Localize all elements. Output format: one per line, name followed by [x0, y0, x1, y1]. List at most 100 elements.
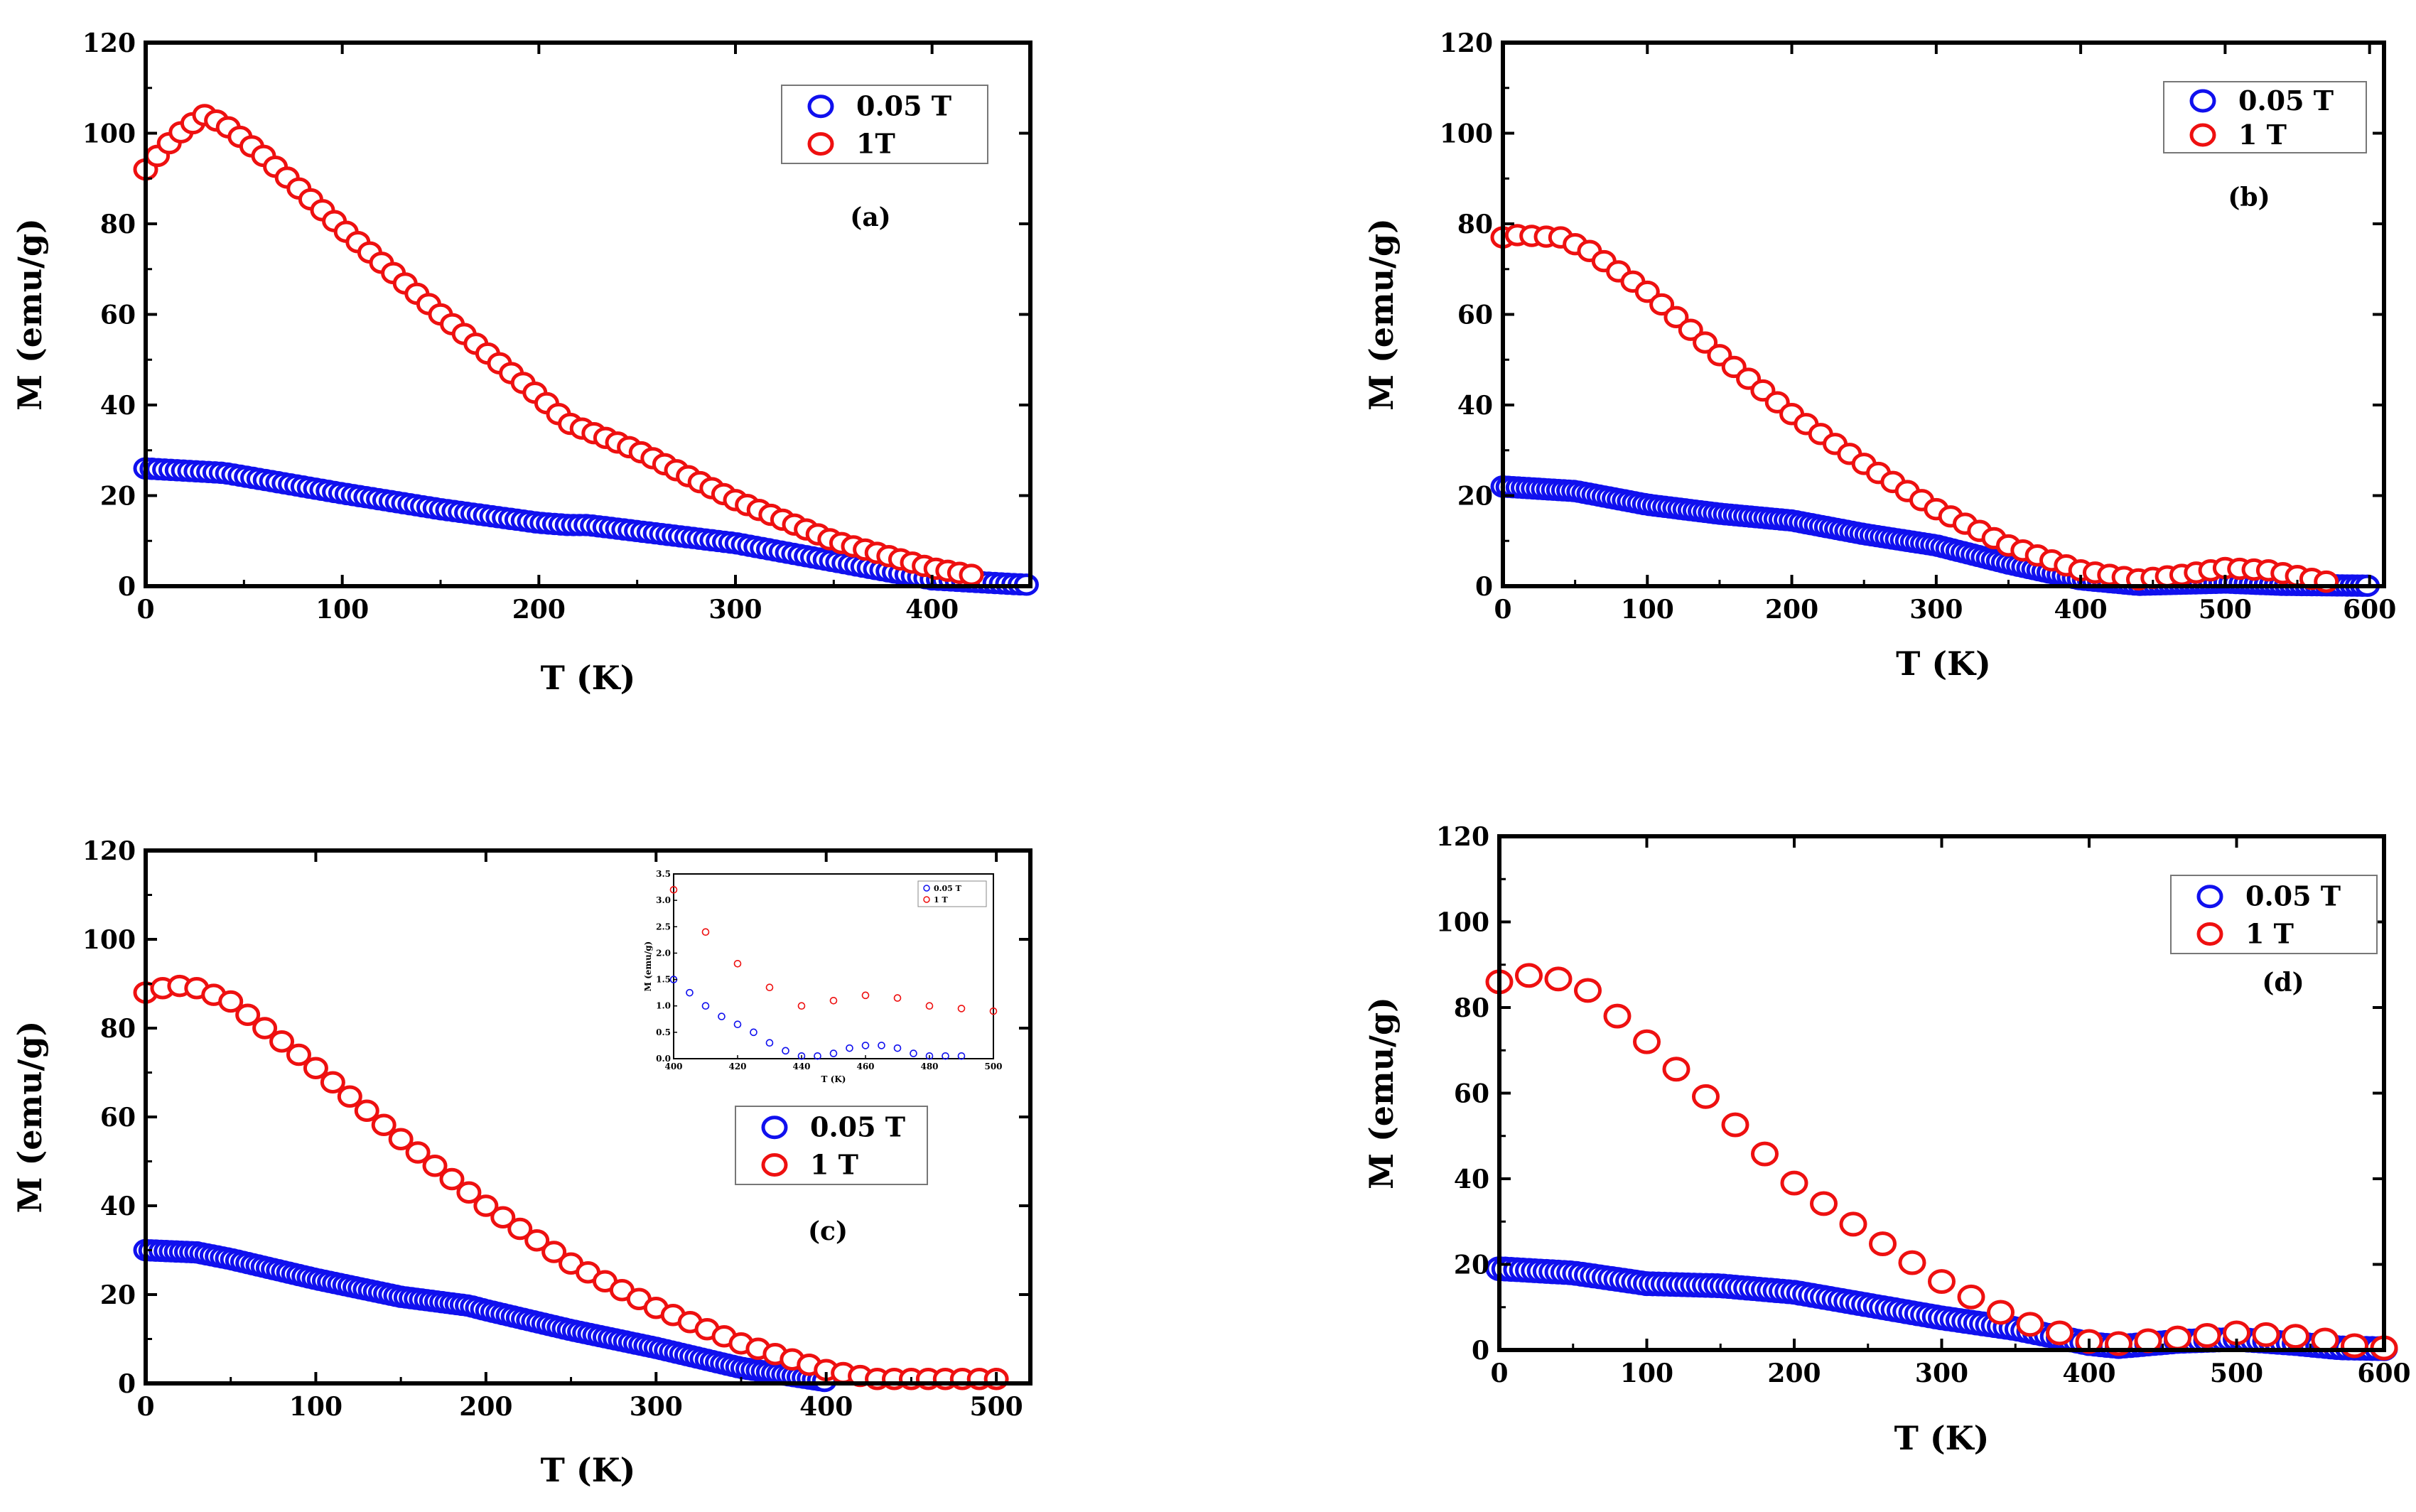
inset-data-point [718, 1012, 726, 1020]
legend-label: 0.05 T [2238, 85, 2334, 117]
data-point [252, 1017, 278, 1040]
y-tick-label: 60 [100, 301, 136, 330]
x-tick-label: 0 [136, 1392, 154, 1422]
inset-x-tick-label: 440 [792, 1062, 810, 1071]
inset-y-tick-label: 1.5 [656, 975, 671, 985]
data-point [2252, 1322, 2280, 1347]
legend-marker [807, 132, 834, 156]
inset-data-point [814, 1052, 821, 1060]
chart-panel-3: 0 100 200 300 400 500 0 20 40 60 80 100 120 T (K) M (e… [11, 836, 1032, 1489]
y-tick-label: 60 [100, 1103, 136, 1133]
x-tick-label: 0 [136, 595, 154, 625]
inset-data-point [942, 1052, 949, 1060]
y-tick-label: 40 [100, 391, 136, 421]
data-point [2164, 1325, 2191, 1351]
legend-marker [2189, 123, 2216, 147]
inset-data-point [893, 1044, 902, 1052]
data-markers [133, 974, 1009, 1393]
inset-y-tick-label: 3.5 [656, 869, 671, 879]
data-point [2046, 1320, 2073, 1346]
data-point [541, 1241, 567, 1263]
data-point [1574, 978, 1602, 1003]
y-tick-label: 20 [1454, 1251, 1489, 1280]
y-tick-label: 120 [1436, 822, 1489, 852]
y-tick-label: 80 [100, 1014, 136, 1044]
x-axis-label: T (K) [1894, 1419, 1990, 1457]
data-point [388, 1128, 414, 1150]
data-point [1663, 306, 1689, 329]
panel-label: (c) [808, 1216, 848, 1246]
data-point [303, 1057, 328, 1079]
chart-panel-4: 0 100 200 300 400 500 600 0 20 40 60 80 100 120 T (K) M… [1362, 822, 2411, 1457]
data-point [1515, 963, 1543, 988]
data-point [473, 1194, 499, 1217]
legend-label: 1 T [2245, 918, 2294, 950]
y-tick-label: 0 [118, 572, 136, 602]
x-tick-label: 400 [799, 1392, 853, 1422]
inset-data-point [797, 1052, 806, 1060]
inset-chart: 400 420 440 460 480 500 0.0 0.5 1.0 1.5 2.0 2.5 3.0 3… [643, 869, 1003, 1084]
chart-panel-1: 0 100 200 300 400 0 20 40 60 80 100 120 T (K) M (emu/… [11, 28, 1039, 697]
x-tick-label: 100 [289, 1392, 343, 1422]
legend-marker [2189, 89, 2216, 113]
y-tick-label: 0 [118, 1369, 136, 1399]
legend-label: 0.05 T [810, 1111, 905, 1143]
inset-data-point [829, 1049, 838, 1057]
data-point [1869, 1231, 1897, 1257]
inset-x-tick-label: 500 [984, 1062, 1002, 1071]
inset-data-point [733, 959, 742, 968]
y-axis-label: M (emu/g) [11, 1021, 49, 1214]
x-tick-label: 100 [316, 595, 369, 625]
data-markers [1485, 963, 2398, 1361]
inset-legend-label: 1 T [934, 895, 948, 904]
inset-legend-marker [923, 896, 930, 903]
data-point [1957, 1284, 1985, 1310]
x-tick-label: 200 [459, 1392, 512, 1422]
inset-data-point [861, 991, 870, 1000]
inset-data-point [750, 1028, 757, 1037]
y-tick-label: 20 [1457, 482, 1493, 512]
x-tick-label: 100 [1620, 1359, 1673, 1388]
y-tick-label: 40 [100, 1192, 136, 1221]
inset-data-point [893, 994, 902, 1002]
x-axis-label: T (K) [541, 659, 636, 697]
data-point [1633, 1029, 1661, 1054]
legend-marker [807, 94, 834, 119]
y-tick-label: 0 [1472, 1336, 1489, 1366]
panel-label: (a) [850, 202, 890, 232]
data-point [269, 1030, 295, 1053]
inset-legend: 0.05 T 1 T [917, 880, 987, 907]
data-markers [133, 104, 1039, 596]
legend-marker [2196, 885, 2223, 909]
inset-y-tick-label: 0.5 [656, 1027, 671, 1037]
data-point [405, 1141, 431, 1164]
inset-data-point [925, 1052, 934, 1060]
inset-y-tick-label: 2.5 [656, 922, 671, 932]
x-tick-label: 300 [1915, 1359, 1968, 1388]
x-tick-label: 0 [1494, 595, 1511, 625]
x-tick-label: 500 [970, 1392, 1023, 1422]
y-axis-label: M (emu/g) [11, 218, 49, 411]
data-point [456, 1181, 482, 1204]
data-point [1898, 1250, 1926, 1275]
y-tick-label: 100 [82, 925, 136, 955]
data-point [524, 1229, 550, 1252]
x-tick-label: 400 [905, 595, 959, 625]
inset-data-point [765, 1039, 774, 1047]
legend-marker [761, 1153, 788, 1177]
inset-legend-label: 0.05 T [934, 884, 962, 893]
x-tick-label: 300 [708, 595, 762, 625]
y-axis-label: M (emu/g) [1362, 218, 1401, 411]
data-point [1810, 1191, 1838, 1216]
data-point [218, 990, 244, 1013]
inset-data-point [878, 1042, 885, 1049]
panel-label: (d) [2262, 968, 2304, 998]
data-point [286, 1043, 311, 1066]
data-point [959, 563, 984, 586]
inset-data-point [669, 885, 678, 894]
inset-data-point [957, 1052, 966, 1060]
y-tick-label: 120 [82, 836, 136, 866]
y-tick-label: 0 [1475, 572, 1493, 602]
data-point [1662, 1057, 1690, 1082]
